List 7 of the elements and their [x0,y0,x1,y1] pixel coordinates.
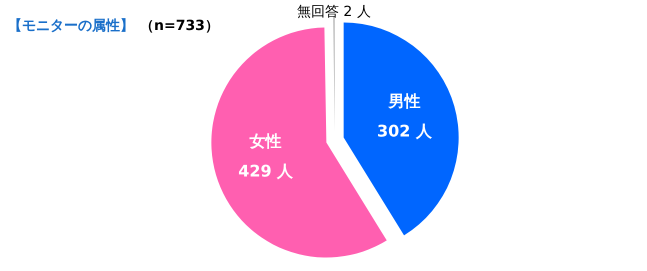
text: 【モニターの属性】 [8,18,134,34]
slice-label: 無回答 2 人 [296,4,371,20]
data-label: 429 人 [238,161,294,180]
slice-label: 男性 [388,91,421,110]
slice-label: 女性 [248,131,282,150]
data-label: 302 人 [377,121,433,140]
text: （n=733） [140,18,219,34]
